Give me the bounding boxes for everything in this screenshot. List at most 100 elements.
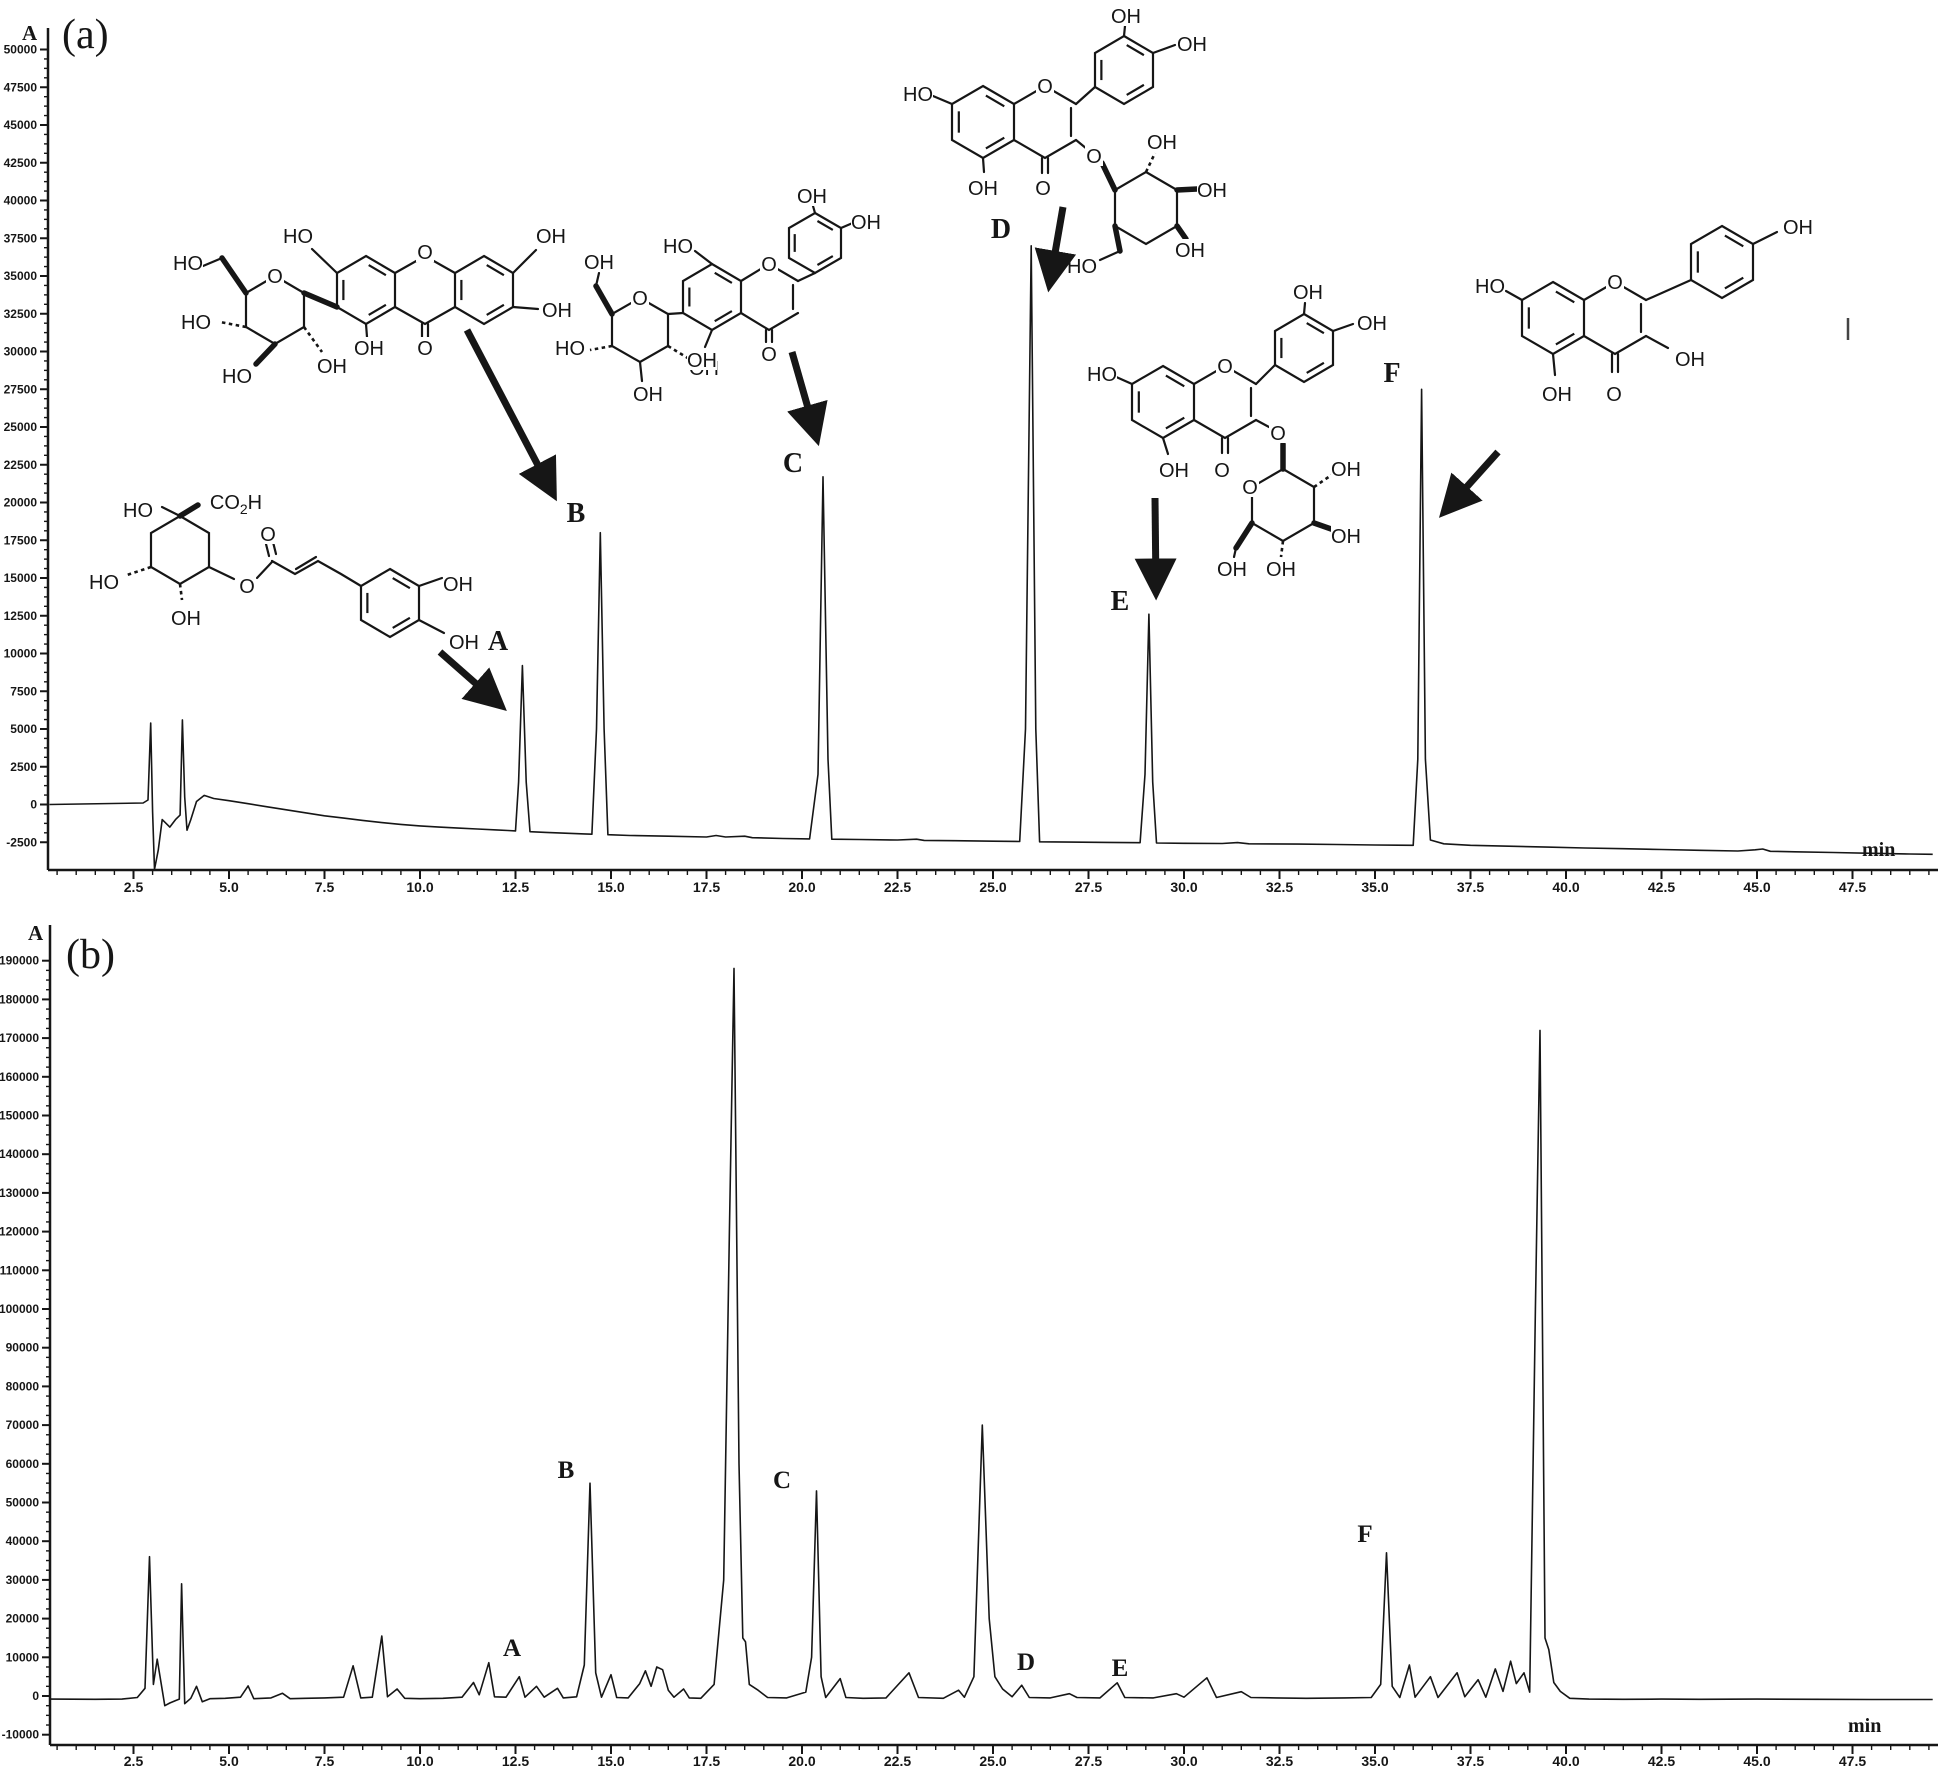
atom-label-a: OH (171, 608, 201, 630)
y-tick-label: 35000 (4, 269, 38, 283)
peak-label-f: F (1383, 358, 1400, 389)
double-bond-inner (368, 303, 387, 316)
panel-a-axes: 5000047500450004250040000375003500032500… (4, 28, 1938, 895)
label-backing (1197, 179, 1227, 200)
x-tick-label: 5.0 (219, 1753, 239, 1769)
double-bond-inner (816, 220, 834, 231)
arrow-to-peak-c (787, 351, 828, 447)
atom-label-d: O (1037, 76, 1053, 98)
double-bond-inner (1126, 83, 1145, 96)
atom-label-a: OH (449, 632, 479, 654)
atom-label-f: OH (1675, 349, 1705, 371)
double-bond-inner (714, 310, 733, 323)
arrow-to-peak-f (1438, 449, 1501, 518)
x-tick-label: 37.5 (1457, 879, 1484, 895)
label-backing (1147, 131, 1177, 152)
y-tick-label: 80000 (6, 1379, 40, 1393)
y-tick-label: 5000 (10, 722, 37, 736)
atom-label-e: O (1242, 477, 1258, 499)
y-tick-label: 60000 (6, 1457, 40, 1471)
y-tick-label: 2500 (10, 760, 37, 774)
label-backing (760, 343, 778, 364)
atom-label-b: OH (317, 356, 347, 378)
atom-label-c: HO (663, 236, 693, 258)
peak-label-e: E (1112, 1655, 1129, 1682)
label-backing (209, 491, 263, 512)
x-tick-label: 22.5 (884, 1753, 911, 1769)
atom-label-e: OH (1266, 559, 1296, 581)
y-tick-label: 12500 (4, 609, 38, 623)
label-backing (555, 337, 585, 358)
x-tick-label: 25.0 (979, 1753, 1006, 1769)
atom-label-d: OH (1177, 34, 1207, 56)
y-tick-label: 0 (30, 798, 37, 812)
panel-a-y-axis-title: A (22, 21, 38, 45)
x-tick-label: 5.0 (219, 879, 239, 895)
double-bond-inner (985, 94, 1005, 108)
label-backing (416, 241, 434, 262)
x-tick-label: 37.5 (1457, 1753, 1484, 1769)
x-tick-label: 40.0 (1552, 879, 1579, 895)
x-tick-label: 32.5 (1266, 1753, 1293, 1769)
label-backing (542, 299, 572, 320)
atom-label-e: OH (1293, 282, 1323, 304)
atom-label-b: HO (181, 312, 211, 334)
label-backing (1475, 275, 1505, 296)
panel-a-label: (a) (62, 12, 109, 58)
label-backing (633, 383, 663, 404)
atom-label-b: HO (283, 226, 313, 248)
label-backing (1034, 177, 1052, 198)
atom-label-c: OH (797, 186, 827, 208)
y-tick-label: 7500 (10, 684, 37, 698)
label-backing (1087, 363, 1117, 384)
x-tick-label: 12.5 (502, 1753, 529, 1769)
atom-label-f: O (1606, 384, 1622, 406)
x-tick-label: 32.5 (1266, 879, 1293, 895)
label-backing (266, 265, 284, 286)
label-backing (317, 355, 347, 376)
atom-label-f: O (1607, 272, 1623, 294)
double-bond-inner (1306, 322, 1325, 335)
y-tick-label: 190000 (0, 954, 39, 968)
y-tick-label: 22500 (4, 458, 38, 472)
y-tick-label: 130000 (0, 1186, 39, 1200)
label-backing (536, 225, 566, 246)
x-tick-label: 47.5 (1839, 1753, 1866, 1769)
y-tick-label: 20000 (4, 496, 38, 510)
atom-label-e: OH (1357, 313, 1387, 335)
atom-label-c: O (632, 288, 648, 310)
label-backing (1266, 558, 1296, 579)
label-backing (1606, 271, 1624, 292)
structure-c-isoorientin-like (589, 204, 857, 383)
label-backing (1159, 459, 1189, 480)
panel-b-axes: 190000 180000 170000 160000 150000 140000 1300… (0, 925, 1938, 1769)
y-tick-label: 10000 (6, 1650, 40, 1664)
atom-label-c: OH (687, 350, 717, 372)
x-tick-label: 30.0 (1170, 879, 1197, 895)
peak-label-b: B (558, 1457, 575, 1484)
label-backing (1605, 383, 1623, 404)
atom-label-a: O (260, 524, 276, 546)
atom-label-e: O (1214, 460, 1230, 482)
atom-label-d: O (1035, 178, 1051, 200)
atom-label-a: CO2H (210, 492, 262, 517)
y-tick-label: 30000 (6, 1573, 40, 1587)
y-tick-label: 50000 (6, 1496, 40, 1510)
annotation-arrows (437, 206, 1501, 711)
x-tick-label: 47.5 (1839, 879, 1866, 895)
peak-label-a: A (488, 626, 509, 657)
label-backing (1216, 355, 1234, 376)
y-tick-label: 30000 (4, 345, 38, 359)
arrow-to-peak-b (463, 328, 557, 502)
arrow-to-peak-a (437, 649, 507, 711)
label-backing (760, 253, 778, 274)
y-tick-label: 47500 (4, 80, 38, 94)
x-tick-label: 17.5 (693, 879, 720, 895)
label-backing (1269, 422, 1287, 443)
x-tick-label: 17.5 (693, 1753, 720, 1769)
x-tick-label: 10.0 (406, 879, 433, 895)
y-tick-label: 45000 (4, 118, 38, 132)
atom-label-a: HO (89, 572, 119, 594)
y-tick-label: 140000 (0, 1147, 39, 1161)
